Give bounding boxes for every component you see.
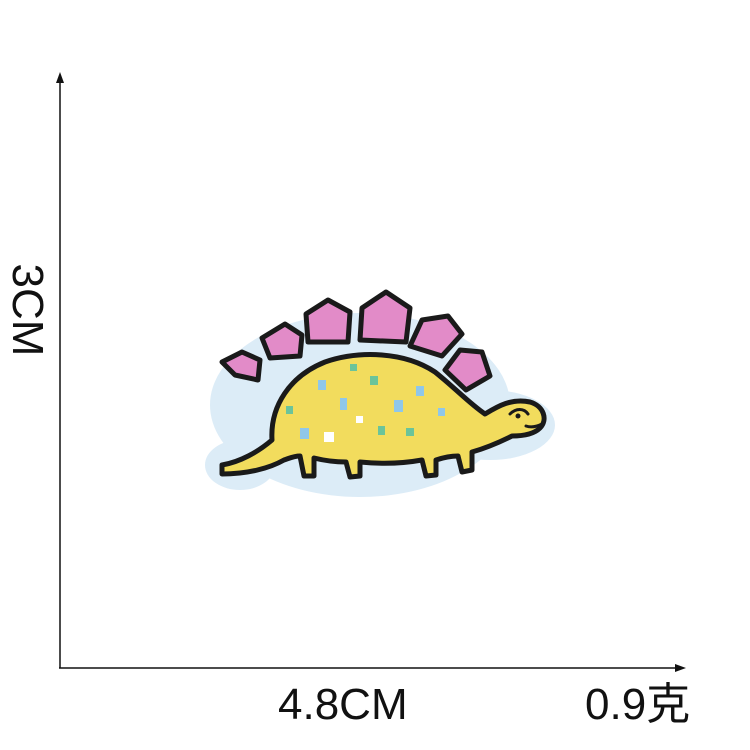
plate-5: [407, 313, 465, 359]
eye-icon: [508, 408, 530, 416]
dorsal-plates: [219, 289, 493, 393]
dinosaur-body: [219, 352, 547, 480]
plate-3: [303, 297, 353, 345]
dinosaur-patch: [205, 289, 555, 497]
width-label: 4.8CM: [278, 680, 408, 729]
plate-2: [259, 321, 305, 361]
weight-label: 0.9克: [585, 680, 691, 729]
dinosaur-face: [508, 408, 544, 429]
body-spots: [286, 364, 445, 442]
horizontal-axis-arrow: [675, 664, 686, 672]
plate-4: [357, 289, 413, 345]
height-label-text: 3CM: [3, 263, 52, 357]
height-label: 3CM: [2, 255, 52, 365]
plate-1: [219, 349, 263, 383]
vertical-axis-arrow: [56, 72, 64, 83]
plate-6: [442, 347, 493, 393]
mouth: [524, 422, 544, 429]
